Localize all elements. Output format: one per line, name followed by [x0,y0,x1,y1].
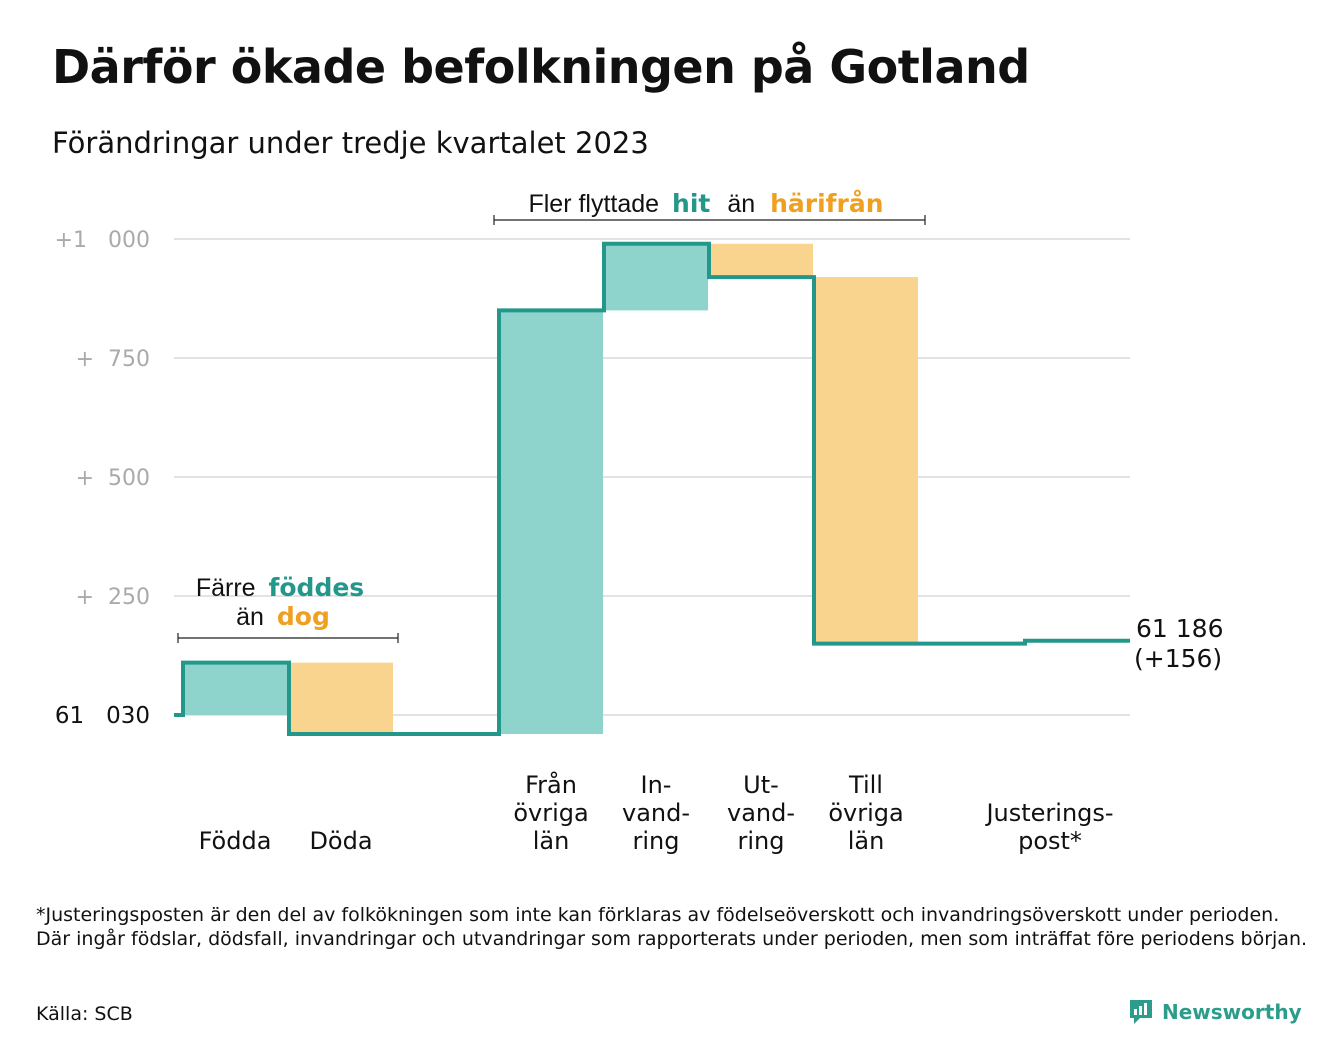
end-change-label: (+156) [1134,644,1222,673]
category-label-line: övriga [513,799,588,827]
births-annotation: Färre föddes än dog [177,573,399,643]
category-label-line: län [533,827,570,855]
footnote: *Justeringsposten är den del av folkökni… [36,904,1308,950]
annotation-births-prefix: Färre [196,574,256,602]
waterfall-bars [183,243,918,735]
svg-text:Färre föddes: Färre föddes [196,573,364,602]
category-label-line: ring [738,827,785,855]
category-label-line: övriga [828,799,903,827]
svg-text:än dog: än dog [236,602,330,631]
brand-name: Newsworthy [1162,1000,1302,1024]
annotation-births-green: föddes [269,573,365,602]
waterfall-bar [709,243,813,278]
chart-title: Därför ökade befolkningen på Gotland [52,40,1030,94]
y-tick-label: 61 030 [55,703,150,729]
newsworthy-logo-icon [1130,1000,1152,1024]
annotation-moves-green: hit [672,189,710,218]
svg-text:Fler flyttade hit: Fler flyttade hit än härifrån [528,189,883,218]
category-label-line: Justerings- [984,799,1113,827]
category-label-line: Döda [309,827,372,855]
waterfall-bar [499,310,603,735]
category-label-line: ring [633,827,680,855]
waterfall-bar [814,277,918,644]
category-label-line: vand- [622,799,690,827]
chart-subtitle: Förändringar under tredje kvartalet 2023 [52,126,649,160]
annotation-moves-prefix: Fler flyttade [528,190,659,218]
category-label-line: Födda [199,827,272,855]
category-label-line: Från [525,770,577,799]
category-label-line: post* [1018,827,1082,855]
category-label-line: In- [641,771,672,799]
annotation-moves-middle: än [727,190,755,218]
source-note: Källa: SCB [36,1003,133,1025]
moves-annotation: Fler flyttade hit än härifrån [493,189,926,225]
y-tick-label: + 250 [76,585,150,610]
annotation-births-middle: än [236,603,264,631]
brand-logo: Newsworthy [1128,998,1302,1026]
category-label: Justerings-post* [984,799,1113,855]
y-tick-label: +1 000 [55,228,150,253]
waterfall-bar [289,662,393,735]
category-label: Till övriga län [828,771,903,855]
category-label-line: Till [848,771,883,799]
annotation-moves-orange: härifrån [770,189,883,218]
category-label-line: län [848,827,885,855]
category-label: Från övriga län [513,770,588,855]
y-axis-ticks: 61 030 + 250 + 500 + 750 +1 000 [55,228,150,729]
category-label: Döda [309,827,372,855]
category-label-line: Ut- [743,771,779,799]
category-label: Ut-vand-ring [727,771,795,855]
end-value-label: 61 186 [1136,614,1223,643]
waterfall-chart: 61 030 + 250 + 500 + 750 +1 000 Födda Döda Frå… [55,189,1224,855]
waterfall-bar [183,662,287,715]
y-tick-label: + 750 [76,347,150,372]
cumulative-step-line [174,241,1130,737]
y-tick-label: + 500 [76,466,150,491]
category-label: Födda [199,827,272,855]
waterfall-bar [604,243,708,311]
annotation-births-orange: dog [277,602,330,631]
category-label-line: vand- [727,799,795,827]
category-label: In-vand-ring [622,771,690,855]
